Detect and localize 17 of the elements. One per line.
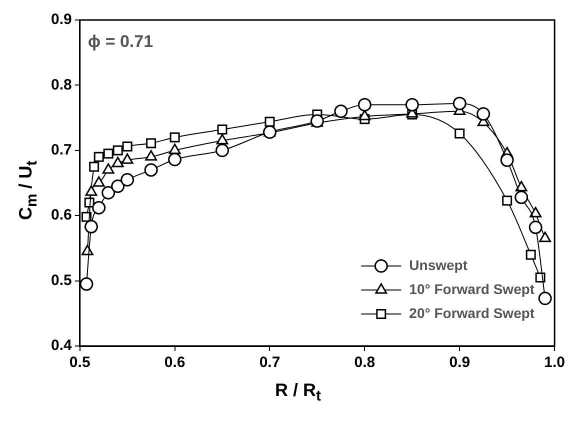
x-tick-label: 0.6 [164,354,186,372]
y-tick-label: 0.8 [50,76,72,94]
legend-label: Unswept [409,256,468,273]
x-tick-label: 0.5 [69,354,90,372]
x-tick-label: 0.8 [354,354,376,372]
x-tick-label: 0.9 [449,354,470,372]
legend-label: 20° Forward Swept [409,304,535,321]
y-tick-label: 0.6 [50,206,72,224]
annotation: ϕ = 0.71 [88,32,154,52]
y-tick-label: 0.5 [50,272,72,289]
y-tick-label: 0.7 [50,142,72,159]
x-axis-title: R / R$_{t}$ [274,380,322,405]
y-tick-label: 0.4 [50,337,72,354]
legend-label: 10° Forward Swept [409,280,535,297]
y-tick-label: 0.9 [50,11,72,28]
x-tick-label: 1.0 [544,354,566,372]
x-tick-label: 0.7 [259,354,280,372]
